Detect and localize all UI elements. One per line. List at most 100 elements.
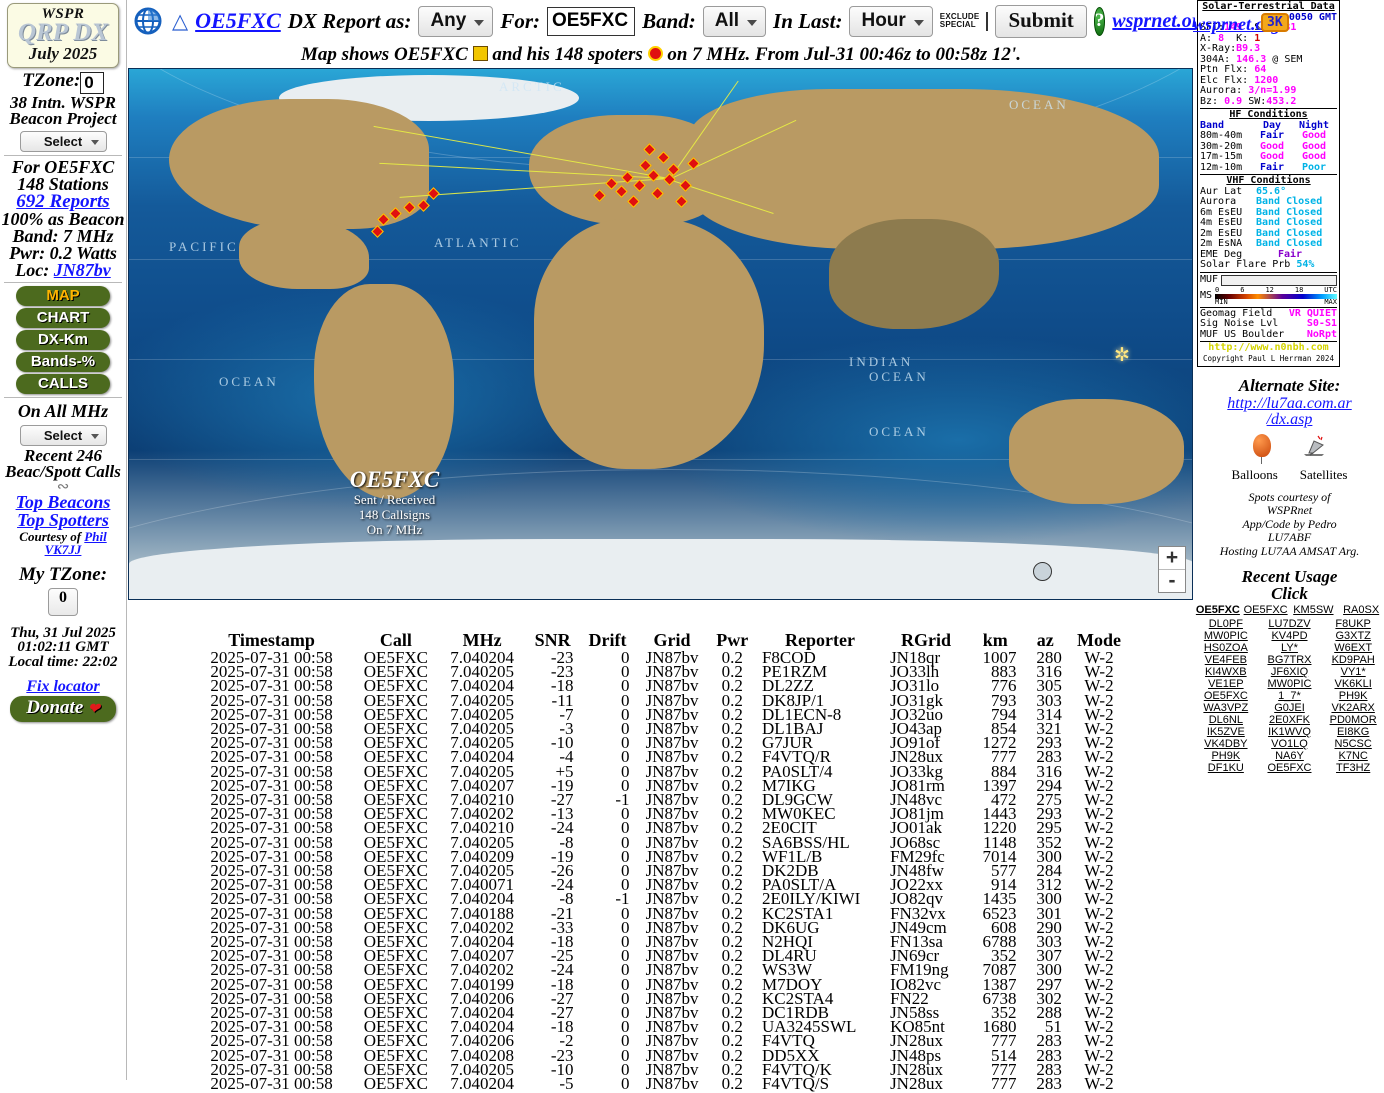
recent-call[interactable]: LY*: [1281, 642, 1298, 655]
table-row[interactable]: 2025-07-31 00:58 OE5FXC 7.040209 -19 0 JN87bv…: [190, 848, 1130, 865]
recent-call[interactable]: MW0PIC: [1203, 630, 1248, 643]
recent-call[interactable]: OE5FXC: [1195, 604, 1240, 617]
zoom-in-button[interactable]: +: [1165, 546, 1179, 569]
recent-call[interactable]: N5CSC: [1334, 738, 1372, 751]
in-last-select[interactable]: Hour: [849, 5, 933, 37]
recent-call[interactable]: VE1EP: [1208, 678, 1244, 691]
recent-call[interactable]: TF3HZ: [1336, 762, 1371, 775]
alternate-site-url-line1[interactable]: http://lu7aa.com.ar: [1227, 395, 1352, 412]
table-row[interactable]: 2025-07-31 00:58 OE5FXC 7.040205 -3 0 JN87bv 0…: [190, 720, 1130, 737]
recent-call[interactable]: PD0MOR: [1329, 714, 1377, 727]
recent-call[interactable]: EI8KG: [1336, 726, 1370, 739]
recent-call[interactable]: MW0PIC: [1267, 678, 1312, 691]
table-row[interactable]: 2025-07-31 00:58 OE5FXC 7.040206 -27 0 JN87bv…: [190, 990, 1130, 1007]
table-row[interactable]: 2025-07-31 00:58 OE5FXC 7.040205 -10 0 JN87bv…: [190, 1061, 1130, 1078]
recent-call[interactable]: OE5FXC: [1203, 690, 1248, 703]
courtesy-call-link[interactable]: VK7JJ: [44, 541, 82, 557]
recent-call[interactable]: W6EXT: [1334, 642, 1373, 655]
recent-call[interactable]: VK6KLI: [1334, 678, 1372, 691]
recent-call[interactable]: KI4WXB: [1205, 666, 1247, 679]
table-row[interactable]: 2025-07-31 00:58 OE5FXC 7.040206 -2 0 JN87bv 0…: [190, 1032, 1130, 1049]
help-icon[interactable]: ?: [1093, 6, 1106, 36]
tzone-input[interactable]: 0: [80, 71, 104, 94]
alternate-site-url-line2[interactable]: /dx.asp: [1266, 411, 1313, 428]
table-row[interactable]: 2025-07-31 00:58 OE5FXC 7.040071 -24 0 JN87bv…: [190, 876, 1130, 893]
view-button-bands-pct[interactable]: Bands-%: [16, 352, 110, 373]
mhz-select-dropdown[interactable]: Select: [19, 425, 107, 447]
recent-call[interactable]: DF1KU: [1207, 762, 1244, 775]
view-button-chart[interactable]: CHART: [16, 308, 110, 329]
recent-call[interactable]: KD9PAH: [1331, 654, 1375, 667]
recent-call[interactable]: VK4DBY: [1204, 738, 1248, 751]
band-select[interactable]: All: [702, 5, 767, 37]
summary-reports-link[interactable]: 692 Reports: [16, 190, 110, 212]
col-call[interactable]: Call: [379, 630, 412, 650]
recent-call[interactable]: PH9K: [1338, 690, 1368, 703]
col-rgrid[interactable]: RGrid: [901, 630, 952, 650]
top-beacons-link[interactable]: Top Beacons: [15, 491, 111, 512]
recent-call[interactable]: VO1LQ: [1271, 738, 1308, 751]
recent-call[interactable]: LU7DZV: [1268, 618, 1311, 631]
col-km[interactable]: km: [982, 630, 1008, 650]
recent-call[interactable]: DL6NL: [1208, 714, 1243, 727]
fix-locator-link[interactable]: Fix locator: [26, 677, 100, 695]
table-row[interactable]: 2025-07-31 00:58 OE5FXC 7.040202 -24 0 JN87bv…: [190, 961, 1130, 978]
triangle-icon[interactable]: △: [172, 8, 189, 33]
my-tzone-input[interactable]: 0: [48, 587, 78, 616]
recent-call[interactable]: PH9K: [1211, 750, 1241, 763]
balloons-icon[interactable]: [1252, 434, 1271, 464]
donate-button[interactable]: Donate ❤: [10, 695, 116, 722]
recent-call[interactable]: G0JEI: [1274, 702, 1305, 715]
table-row[interactable]: 2025-07-31 00:58 OE5FXC 7.040204 -18 0 JN87bv…: [190, 677, 1130, 694]
wsprnet-overlap-link[interactable]: wsprnet.org: [1193, 14, 1281, 34]
table-row[interactable]: 2025-07-31 00:58 OE5FXC 7.040188 -21 0 JN87bv…: [190, 905, 1130, 922]
recent-call[interactable]: F8UKP: [1335, 618, 1371, 631]
table-row[interactable]: 2025-07-31 00:58 OE5FXC 7.040202 -33 0 JN87bv…: [190, 919, 1130, 936]
satellites-icon[interactable]: [1301, 434, 1327, 457]
recent-call[interactable]: KM5SW: [1293, 604, 1334, 617]
table-row[interactable]: 2025-07-31 00:58 OE5FXC 7.040207 -19 0 JN87bv…: [190, 777, 1130, 794]
recent-call[interactable]: IK5ZVE: [1206, 726, 1245, 739]
recent-call[interactable]: KV4PD: [1271, 630, 1308, 643]
top-spotters-link[interactable]: Top Spotters: [17, 509, 109, 530]
globe-icon[interactable]: [131, 6, 165, 36]
table-row[interactable]: 2025-07-31 00:58 OE5FXC 7.040202 -13 0 JN87bv…: [190, 805, 1130, 822]
recent-call[interactable]: WA3VPZ: [1203, 702, 1249, 715]
recent-call[interactable]: NA6Y: [1275, 750, 1304, 763]
view-button-calls[interactable]: CALLS: [16, 374, 110, 395]
beacon-select-dropdown[interactable]: Select: [19, 130, 107, 152]
site-logo[interactable]: WSPR QRP DX July 2025: [7, 3, 119, 68]
recent-call[interactable]: VE4FEB: [1204, 654, 1247, 667]
col-pwr[interactable]: Pwr: [716, 630, 749, 650]
recent-call[interactable]: K7NC: [1338, 750, 1368, 763]
table-row[interactable]: 2025-07-31 00:58 OE5FXC 7.040204 -4 0 JN87bv 0…: [190, 748, 1130, 765]
table-row[interactable]: 2025-07-31 00:58 OE5FXC 7.040199 -18 0 JN87bv…: [190, 976, 1130, 993]
courtesy-name-link[interactable]: Phil: [84, 528, 107, 544]
zoom-out-button[interactable]: -: [1168, 569, 1176, 592]
table-row[interactable]: 2025-07-31 00:58 OE5FXC 7.040204 -8 -1 JN87bv…: [190, 890, 1130, 907]
exclude-special-checkbox[interactable]: [986, 11, 989, 31]
col-timestamp[interactable]: Timestamp: [228, 630, 315, 650]
table-row[interactable]: 2025-07-31 00:58 OE5FXC 7.040205 -23 0 JN87bv…: [190, 663, 1130, 680]
table-row[interactable]: 2025-07-31 00:58 OE5FXC 7.040205 -8 0 JN87bv 0…: [190, 834, 1130, 851]
report-as-select[interactable]: Any: [418, 5, 494, 37]
table-row[interactable]: 2025-07-31 00:58 OE5FXC 7.040210 -24 0 JN87bv…: [190, 819, 1130, 836]
recent-call[interactable]: DL0PF: [1208, 618, 1243, 631]
table-row[interactable]: 2025-07-31 00:58 OE5FXC 7.040205 +5 0 JN87bv 0…: [190, 763, 1130, 780]
table-row[interactable]: 2025-07-31 00:58 OE5FXC 7.040205 -26 0 JN87bv…: [190, 862, 1130, 879]
table-row[interactable]: 2025-07-31 00:58 OE5FXC 7.040204 -18 0 JN87bv…: [190, 1018, 1130, 1035]
recent-call[interactable]: VY1*: [1340, 666, 1366, 679]
col-mhz[interactable]: MHz: [462, 630, 502, 650]
table-row[interactable]: 2025-07-31 00:58 OE5FXC 7.040204 -27 0 JN87bv…: [190, 1004, 1130, 1021]
recent-call[interactable]: 1_7*: [1278, 690, 1301, 703]
recent-call[interactable]: BG7TRX: [1267, 654, 1312, 667]
recent-call[interactable]: VK2ARX: [1331, 702, 1375, 715]
summary-loc-link[interactable]: JN87bv: [53, 260, 111, 281]
k-index-badge[interactable]: 3K: [1261, 13, 1289, 32]
col-reporter[interactable]: Reporter: [785, 630, 855, 650]
recent-call[interactable]: HS0ZOA: [1203, 642, 1248, 655]
col-drift[interactable]: Drift: [588, 630, 627, 650]
recent-call[interactable]: IK1WVQ: [1268, 726, 1311, 739]
table-row[interactable]: 2025-07-31 00:58 OE5FXC 7.040205 -11 0 JN87bv…: [190, 691, 1130, 708]
table-row[interactable]: 2025-07-31 00:58 OE5FXC 7.040205 -10 0 JN87bv…: [190, 734, 1130, 751]
